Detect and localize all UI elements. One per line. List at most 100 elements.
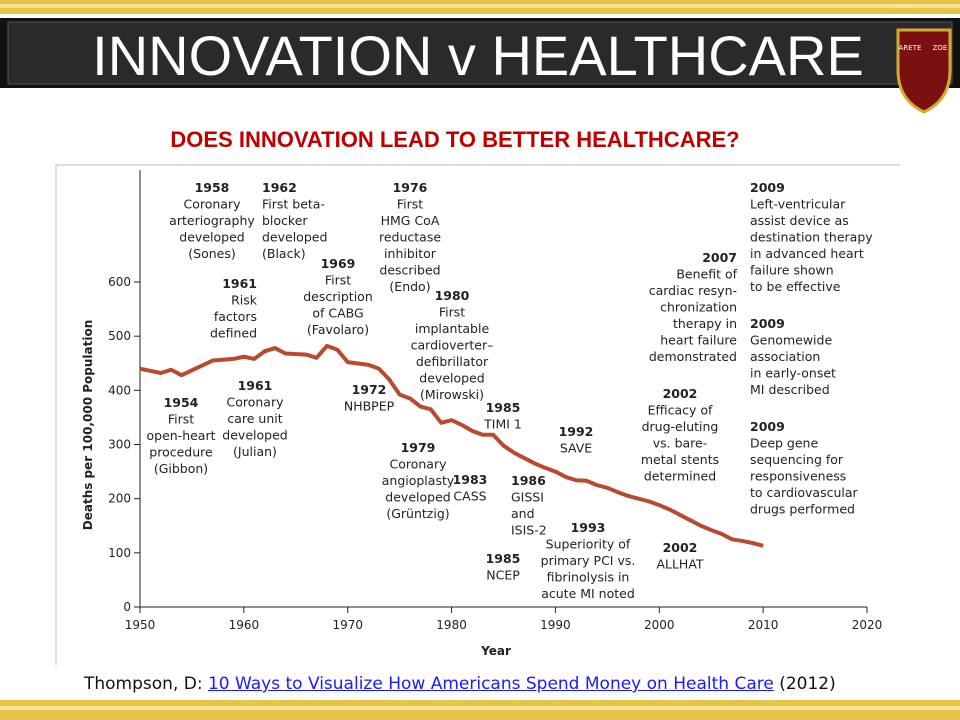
x-tick-label: 1970: [332, 618, 363, 632]
annotation-line: defibrillator: [416, 354, 489, 369]
annotation-line: First: [439, 305, 465, 320]
annotation: 1969 First description of CABG (Favolaro): [303, 256, 373, 337]
x-tick-label: 1990: [540, 618, 571, 632]
annotation-line: First beta-: [262, 197, 325, 212]
annotation-line: demonstrated: [649, 349, 737, 364]
annotation-line: metal stents: [641, 452, 719, 467]
citation-year: (2012): [779, 674, 836, 694]
annotation-line: developed: [222, 428, 287, 443]
y-tick-label: 0: [123, 600, 131, 614]
annotation-year: 1958: [195, 180, 230, 195]
x-tick-label: 2010: [748, 618, 779, 632]
annotation-line: responsiveness: [750, 469, 846, 484]
annotation-year: 2002: [663, 386, 698, 401]
annotation-line: vs. bare-: [653, 436, 708, 451]
annotation: 2009 Deep gene sequencing for responsivenes…: [750, 419, 859, 517]
logo-text: ZOE: [933, 44, 948, 52]
annotation: 1979 Coronary angioplasty developed (Grüntzi…: [382, 440, 455, 521]
annotation-line: drug-eluting: [642, 419, 719, 434]
annotation: 1980 First implantable cardioverter– defibri…: [411, 288, 494, 402]
annotation-year: 1986: [511, 473, 546, 488]
logo-shield: [896, 28, 952, 114]
annotation-line: Left-ventricular: [750, 197, 846, 212]
annotation-line: determined: [644, 469, 716, 484]
annotation-line: (Favolaro): [307, 322, 369, 337]
annotation-line: developed: [262, 230, 327, 245]
annotation-line: blocker: [262, 213, 308, 228]
annotation-year: 2002: [663, 540, 698, 555]
annotation-year: 2009: [750, 180, 785, 195]
annotation-line: and: [511, 506, 535, 521]
annotation-year: 1983: [453, 472, 488, 487]
annotation-line: HMG CoA: [381, 213, 440, 228]
annotation-line: First: [168, 412, 194, 427]
annotation-line: in advanced heart: [750, 246, 864, 261]
annotation: 1993 Superiority of primary PCI vs. fibrino…: [541, 520, 636, 601]
annotation-line: inhibitor: [384, 246, 437, 261]
annotation: 1962 First beta-blocker developed (Black): [262, 180, 327, 261]
annotation-line: NCEP: [486, 568, 520, 583]
annotation: 1985 TIMI 1: [483, 400, 522, 432]
annotation-year: 1993: [571, 520, 606, 535]
annotation: 1976 First HMG CoA reductase inhibitor descri…: [379, 180, 441, 294]
annotation-line: Coronary: [226, 395, 284, 410]
y-tick-label: 100: [108, 546, 131, 560]
annotation-line: sequencing for: [750, 452, 844, 467]
citation-link[interactable]: 10 Ways to Visualize How Americans Spend…: [207, 674, 774, 694]
annotation: 2009 Genomewide association in early-onset M…: [750, 316, 836, 397]
annotation-line: First: [397, 197, 423, 212]
annotation: 1954 First open-heart procedure (Gibbon): [146, 395, 215, 476]
annotation-line: developed: [385, 490, 450, 505]
annotation-year: 1985: [486, 400, 521, 415]
annotation-line: procedure: [149, 445, 213, 460]
annotation-year: 1961: [222, 276, 257, 291]
annotation: 2002 ALLHAT: [656, 540, 703, 572]
y-tick-label: 600: [108, 275, 131, 289]
annotation: 1961 Risk factors defined: [210, 276, 258, 341]
annotation-line: failure shown: [750, 263, 834, 278]
annotation-line: chronization: [660, 300, 737, 315]
bottom-stripe-light: [0, 706, 960, 710]
annotation: 1958 Coronary arteriography developed (Sones…: [169, 180, 255, 261]
annotation-line: (Endo): [389, 279, 430, 294]
annotation-line: Efficacy of: [648, 403, 713, 418]
data-line: [139, 343, 764, 548]
annotation-year: 2009: [750, 419, 785, 434]
annotation-line: to be effective: [750, 279, 841, 294]
annotation: 1961 Coronary care unit developed (Julian): [222, 378, 287, 459]
x-tick-label: 1960: [229, 618, 260, 632]
annotation-line: NHBPEP: [344, 399, 395, 414]
annotation-line: described: [379, 263, 440, 278]
annotation-line: cardioverter–: [411, 338, 494, 353]
annotation-line: drugs performed: [750, 502, 855, 517]
annotation-line: description: [303, 289, 373, 304]
annotation: 2002 Efficacy of drug-eluting vs. bare-meta…: [641, 386, 719, 484]
annotation-year: 1980: [435, 288, 470, 303]
chart-title: DOES INNOVATION LEAD TO BETTER HEALTHCAR…: [170, 127, 739, 152]
annotation-year: 1976: [393, 180, 428, 195]
annotation-line: arteriography: [169, 213, 255, 228]
annotation-line: open-heart: [146, 428, 215, 443]
annotation-line: in early-onset: [750, 366, 836, 381]
annotation-line: of CABG: [312, 306, 363, 321]
annotation-line: factors: [214, 309, 257, 324]
annotation-line: Risk: [231, 293, 258, 308]
annotation-line: MI described: [750, 382, 830, 397]
annotation-line: developed: [179, 230, 244, 245]
x-axis-label: Year: [480, 644, 511, 658]
annotation-line: CASS: [453, 489, 486, 504]
y-tick-label: 400: [108, 383, 131, 397]
annotation-line: SAVE: [560, 441, 592, 456]
annotation-line: destination therapy: [750, 230, 873, 245]
y-tick-label: 500: [108, 329, 131, 343]
annotation: 1983 CASS: [453, 472, 488, 504]
x-tick-label: 2000: [644, 618, 675, 632]
annotation-line: Genomewide: [750, 333, 832, 348]
annotation: 1985 NCEP: [486, 551, 521, 583]
annotation-line: assist device as: [750, 213, 849, 228]
annotation-line: Coronary: [183, 197, 241, 212]
annotation: 2009 Left-ventricular assist device as dest…: [750, 180, 873, 294]
annotation-line: to cardiovascular: [750, 485, 859, 500]
top-stripe-light: [0, 4, 960, 8]
annotation-line: (Sones): [188, 246, 235, 261]
